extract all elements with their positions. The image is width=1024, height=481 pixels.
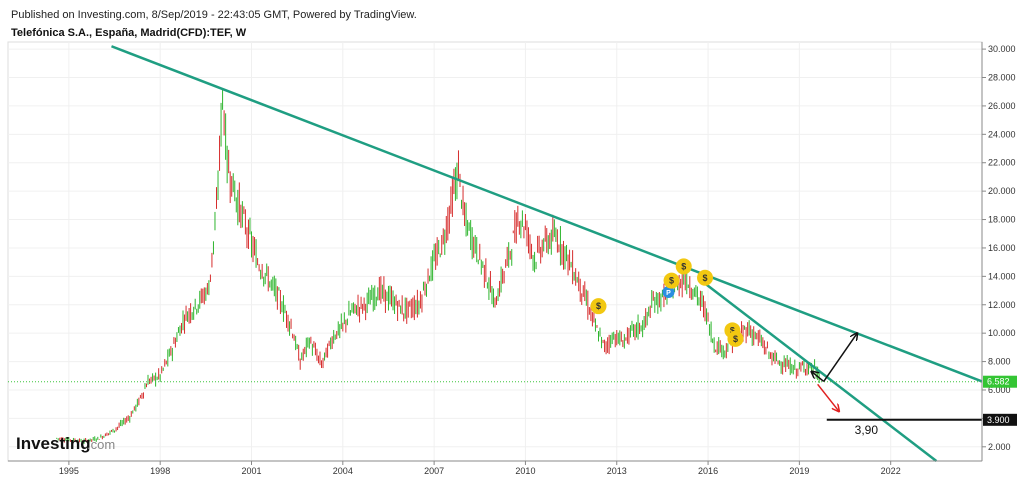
target-level-label-bg (983, 413, 1017, 426)
y-tick-label: 28.000 (988, 73, 1016, 83)
event-label: $ (596, 301, 601, 311)
dividend-icon (590, 298, 607, 315)
price-series (56, 88, 820, 444)
event-label: $ (733, 334, 738, 344)
x-tick-label: 2013 (607, 466, 627, 476)
plot-area (7, 41, 983, 462)
current-price-label: 6.582 (987, 377, 1010, 387)
y-tick-label: 22.000 (988, 158, 1016, 168)
x-tick-label: 2007 (424, 466, 444, 476)
dividend-icon (697, 269, 714, 286)
x-tick-label: 2016 (698, 466, 718, 476)
dividend-icon (727, 330, 744, 347)
y-tick-label: 6.000 (988, 385, 1011, 395)
event-label: $ (730, 325, 735, 335)
x-tick-label: 2019 (789, 466, 809, 476)
published-info: Published on Investing.com, 8/Sep/2019 -… (11, 9, 417, 21)
y-tick-label: 10.000 (988, 328, 1016, 338)
dividend-icon (675, 258, 692, 275)
y-tick-label: 14.000 (988, 271, 1016, 281)
x-tick-label: 1995 (59, 466, 79, 476)
investing-logo: Investing .com (16, 434, 115, 453)
projection-arrow (817, 383, 839, 411)
trendline (111, 45, 983, 383)
trendline (704, 282, 938, 462)
current-price-label-bg (983, 375, 1017, 388)
y-tick-label: 26.000 (988, 101, 1016, 111)
projection-arrow (823, 333, 857, 382)
chart-header: Published on Investing.com, 8/Sep/2019 -… (11, 8, 417, 40)
y-tick-label: 12.000 (988, 300, 1016, 310)
x-tick-label: 2001 (241, 466, 261, 476)
target-level-text: 3,90 (855, 423, 879, 437)
trendlines (8, 45, 983, 462)
logo-brand: Investing (16, 434, 91, 453)
projection-arrow (812, 372, 825, 383)
y-tick-label: 8.000 (988, 357, 1011, 367)
x-tick-label: 2022 (881, 466, 901, 476)
event-markers: $P$$$$$ (590, 258, 744, 347)
target-level-label: 3.900 (987, 415, 1010, 425)
y-tick-label: 30.000 (988, 44, 1016, 54)
projection-arrows (812, 333, 858, 411)
y-tick-label: 24.000 (988, 129, 1016, 139)
event-label: $ (681, 261, 686, 271)
y-tick-label: 20.000 (988, 186, 1016, 196)
y-tick-label: 16.000 (988, 243, 1016, 253)
y-tick-label: 18.000 (988, 215, 1016, 225)
y-tick-label: 2.000 (988, 442, 1011, 452)
event-label: $ (669, 276, 674, 286)
x-axis-ticks: 1995 1998 2001 2004 2007 2010 2013 2016 2019 2022 (59, 461, 901, 476)
event-label: P (666, 290, 671, 297)
logo-suffix: .com (87, 437, 115, 452)
price-labels: 3,90 6.582 3.900 (855, 375, 1017, 437)
event-p-icon (662, 285, 675, 298)
x-tick-label: 1998 (150, 466, 170, 476)
y-axis-ticks: 30.000 28.000 26.000 24.000 22.000 20.000 18.0… (982, 44, 1016, 452)
event-label: $ (703, 273, 708, 283)
dividend-icon (663, 272, 680, 289)
x-tick-label: 2004 (333, 466, 353, 476)
x-tick-label: 2010 (515, 466, 535, 476)
symbol-title: Telefónica S.A., España, Madrid(CFD):TEF… (11, 27, 247, 39)
